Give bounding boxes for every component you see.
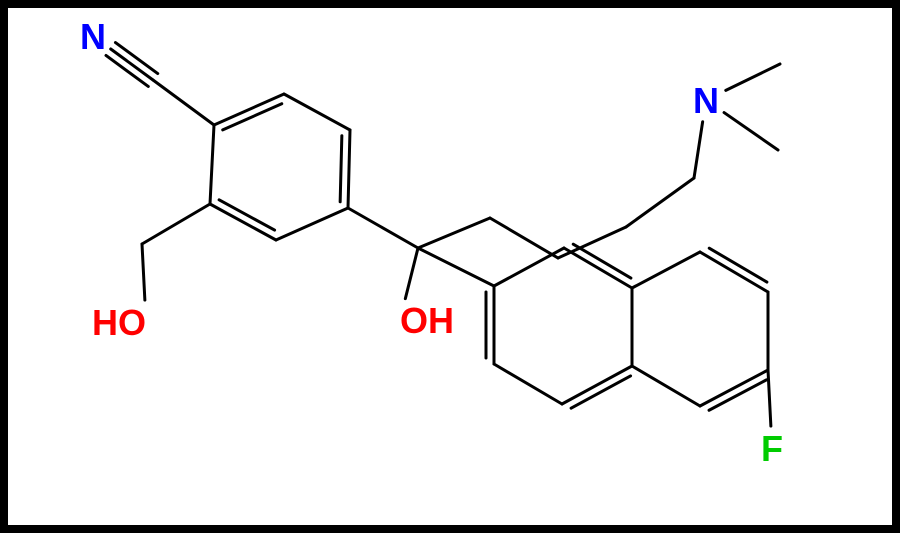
- atom-o: HO: [92, 302, 146, 343]
- molecule-diagram: N HO OH N F: [0, 0, 900, 533]
- atom-f: F: [761, 428, 783, 469]
- atom-n: N: [80, 16, 106, 57]
- atom-n: N: [693, 80, 719, 121]
- atom-o: OH: [400, 300, 454, 341]
